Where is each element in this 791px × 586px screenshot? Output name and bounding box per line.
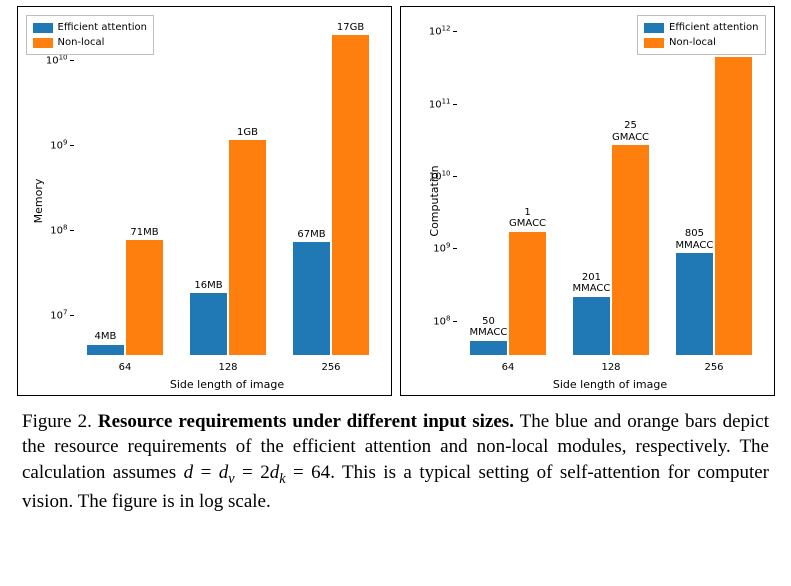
efficient-bar (293, 242, 330, 355)
bar-value-label: 25 GMACC (612, 120, 649, 143)
bar-value-label: 1 GMACC (509, 207, 546, 230)
bar-value-label: 16MB (194, 280, 222, 292)
efficient-bar (190, 293, 227, 355)
bar-value-label: 1GB (237, 127, 258, 139)
figure-caption: Figure 2. Resource requirements under di… (10, 396, 781, 514)
x-tick: 256 (704, 362, 723, 373)
y-tick: 107 (18, 308, 74, 321)
legend-swatch (644, 23, 664, 33)
figure-label: Figure 2. (22, 411, 92, 432)
legend-item: Non-local (644, 35, 758, 50)
x-axis-label: Side length of image (457, 378, 764, 391)
x-tick: 256 (321, 362, 340, 373)
bar-value-label: 67MB (297, 229, 325, 241)
y-tick: 108 (401, 314, 457, 327)
legend-swatch (33, 38, 53, 48)
efficient-bar (573, 297, 610, 355)
y-axis-label: Memory (31, 179, 44, 224)
x-tick: 128 (601, 362, 620, 373)
y-tick: 1011 (401, 97, 457, 110)
legend-item: Efficient attention (33, 20, 147, 35)
charts-row: Memory Side length of image 107 108 109 1010 4… (10, 6, 781, 396)
legend-label: Efficient attention (669, 20, 758, 35)
bar-value-label: 17GB (337, 22, 364, 34)
legend-swatch (644, 38, 664, 48)
efficient-bar (470, 341, 507, 355)
caption-eq: d = dv = 2dk = 64 (184, 462, 331, 483)
legend: Efficient attentionNon-local (637, 15, 765, 55)
legend: Efficient attentionNon-local (26, 15, 154, 55)
nonlocal-bar (509, 232, 546, 355)
legend-swatch (33, 23, 53, 33)
nonlocal-bar (332, 35, 369, 355)
y-tick: 109 (18, 138, 74, 151)
legend-label: Efficient attention (58, 20, 147, 35)
x-tick: 128 (218, 362, 237, 373)
x-tick: 64 (502, 362, 515, 373)
memory-chart: MemorySide length of image10710810910104… (17, 6, 392, 396)
legend-item: Non-local (33, 35, 147, 50)
y-tick: 1010 (401, 169, 457, 182)
computation-chart: ComputationSide length of image108109101… (400, 6, 775, 396)
nonlocal-bar (126, 240, 163, 355)
nonlocal-bar (229, 140, 266, 355)
y-tick: 109 (401, 242, 457, 255)
y-tick: 1012 (401, 25, 457, 38)
plot-area: 4MB 71MB 16MB 1GB 67MB 17GB (74, 17, 381, 355)
caption-title: Resource requirements under different in… (98, 411, 514, 432)
plot-area: 50 MMACC 1 GMACC 201 MMACC 25 GMACC 805 MMAC… (457, 17, 764, 355)
x-axis-label: Side length of image (74, 378, 381, 391)
nonlocal-bar (612, 145, 649, 355)
bar-value-label: 4MB (95, 331, 117, 343)
nonlocal-bar (715, 57, 752, 355)
bar-value-label: 201 MMACC (573, 272, 611, 295)
x-tick: 64 (119, 362, 132, 373)
efficient-bar (676, 253, 713, 355)
bar-value-label: 805 MMACC (676, 228, 714, 251)
legend-label: Non-local (58, 35, 105, 50)
bar-value-label: 50 MMACC (470, 316, 508, 339)
efficient-bar (87, 345, 124, 355)
y-tick: 108 (18, 223, 74, 236)
legend-label: Non-local (669, 35, 716, 50)
figure-2: Memory Side length of image 107 108 109 1010 4… (0, 0, 791, 514)
bar-value-label: 71MB (130, 227, 158, 239)
legend-item: Efficient attention (644, 20, 758, 35)
